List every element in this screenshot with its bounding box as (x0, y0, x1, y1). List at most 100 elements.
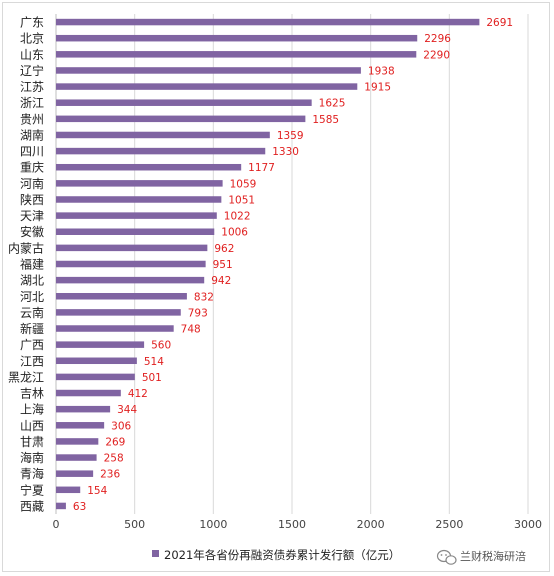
bar (56, 67, 361, 74)
data-label: 1359 (277, 130, 304, 142)
bar (56, 34, 418, 42)
bar (56, 147, 266, 155)
data-label: 63 (73, 501, 86, 513)
bar (56, 212, 217, 219)
category-label: 宁夏 (20, 482, 44, 497)
data-label: 154 (87, 485, 107, 497)
category-label: 陕西 (20, 192, 44, 207)
category-label: 湖北 (20, 273, 44, 288)
data-label: 258 (104, 453, 124, 465)
category-label: 江西 (20, 354, 44, 368)
data-label: 1330 (272, 146, 299, 158)
bar (56, 486, 81, 494)
bar (56, 357, 137, 365)
bar (56, 244, 208, 252)
x-tick-label: 3000 (514, 518, 542, 531)
bar (56, 51, 417, 58)
bar (56, 180, 223, 187)
category-label: 甘肃 (20, 435, 44, 449)
category-label: 内蒙古 (8, 240, 44, 255)
category-label: 黑龙江 (8, 370, 44, 384)
category-label: 上海 (20, 402, 44, 417)
bar (56, 325, 174, 332)
bar (56, 99, 312, 106)
bar (56, 470, 94, 477)
bar (56, 422, 105, 429)
data-label: 1059 (230, 178, 257, 190)
bar (56, 373, 135, 381)
data-label: 942 (211, 275, 231, 287)
data-label: 236 (100, 469, 120, 481)
bar (56, 389, 121, 397)
x-tick-label: 2000 (357, 518, 385, 531)
bar (56, 163, 242, 171)
bar (56, 18, 480, 26)
x-tick-label: 2500 (435, 518, 463, 531)
category-label: 广西 (20, 338, 44, 352)
data-label: 1051 (228, 194, 255, 206)
chart-frame (2, 2, 550, 572)
data-label: 951 (213, 259, 233, 271)
data-label: 1177 (248, 162, 275, 174)
category-label: 湖南 (20, 127, 44, 142)
data-label: 1585 (312, 114, 339, 126)
x-tick-label: 0 (53, 518, 60, 531)
watermark-text: 兰财税海研涪 (460, 549, 526, 563)
category-label: 天津 (20, 209, 44, 223)
category-label: 山西 (20, 419, 44, 433)
data-label: 2290 (423, 49, 450, 61)
data-label: 412 (128, 388, 148, 400)
bar (56, 115, 306, 123)
category-label: 河南 (20, 176, 44, 191)
data-label: 2691 (486, 17, 513, 29)
bar (56, 196, 222, 203)
data-label: 793 (188, 307, 208, 319)
bar (56, 276, 205, 284)
bar (56, 438, 99, 445)
data-label: 748 (181, 324, 201, 336)
data-label: 344 (117, 404, 137, 416)
category-label: 海南 (20, 450, 44, 465)
bar (56, 309, 181, 316)
category-label: 重庆 (20, 161, 44, 175)
legend: 2021年各省份再融资债券累计发行额（亿元） (152, 548, 400, 562)
category-label: 吉林 (20, 387, 44, 401)
x-tick-label: 1000 (199, 518, 227, 531)
data-label: 1915 (364, 82, 391, 94)
x-tick-labels: 0 500 1000 1500 2000 2500 3000 (53, 518, 543, 531)
data-label: 1625 (319, 98, 346, 110)
bar (56, 83, 358, 90)
category-label: 山东 (20, 48, 44, 62)
bar (56, 260, 206, 268)
category-label: 安徽 (20, 224, 44, 239)
legend-swatch (152, 550, 159, 557)
category-label: 西藏 (20, 499, 44, 513)
category-label: 福建 (20, 257, 44, 272)
legend-label: 2021年各省份再融资债券累计发行额（亿元） (164, 548, 400, 562)
category-label: 辽宁 (20, 63, 44, 78)
category-label: 贵州 (20, 112, 44, 126)
data-label: 560 (151, 340, 171, 352)
bar (56, 454, 97, 461)
data-label: 2296 (424, 33, 451, 45)
bar (56, 405, 111, 413)
data-label: 306 (111, 420, 131, 432)
category-label: 北京 (20, 32, 44, 46)
category-label: 浙江 (20, 96, 44, 110)
category-label: 新疆 (20, 321, 44, 336)
category-label: 云南 (20, 305, 44, 320)
category-labels: 广东北京山东辽宁江苏浙江贵州湖南四川重庆河南陕西天津安徽内蒙古福建湖北河北云南新… (8, 16, 44, 514)
x-tick-label: 1500 (278, 518, 306, 531)
data-label: 962 (214, 243, 234, 255)
data-label: 1006 (221, 227, 248, 239)
data-label: 514 (144, 356, 164, 368)
watermark: 兰财税海研涪 (436, 549, 526, 565)
wechat-icon (436, 549, 457, 565)
data-label: 832 (194, 291, 214, 303)
category-label: 青海 (20, 466, 44, 481)
bar (56, 228, 215, 235)
data-label: 1938 (368, 65, 395, 77)
bars (56, 18, 480, 510)
bar (56, 341, 145, 348)
bar (56, 131, 270, 139)
